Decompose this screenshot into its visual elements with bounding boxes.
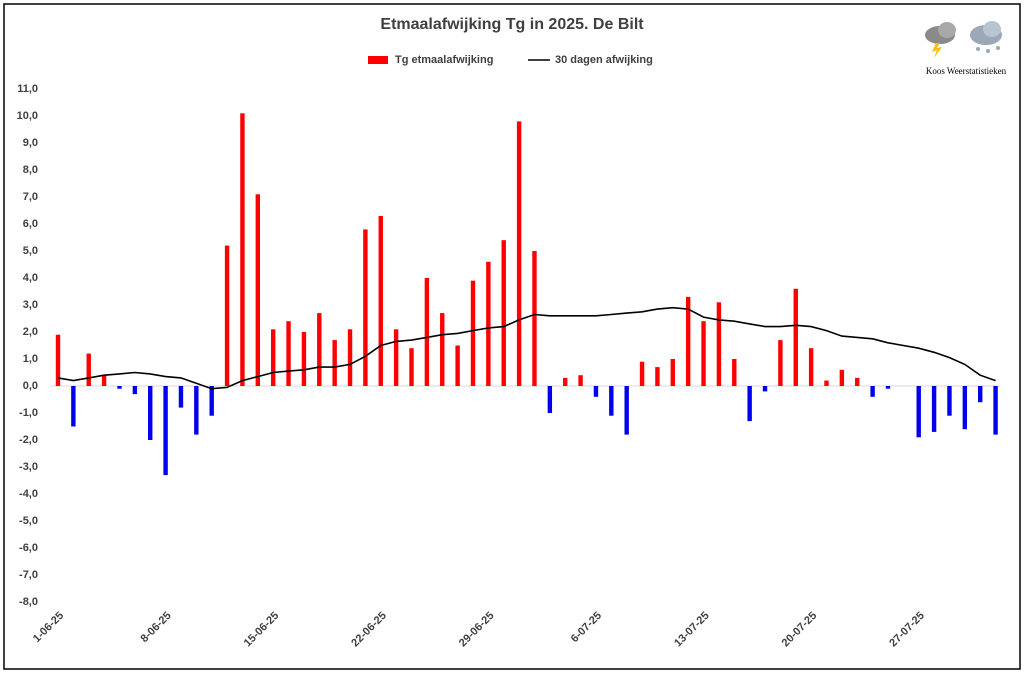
bar xyxy=(747,386,752,422)
y-tick-label: 2,0 xyxy=(23,326,38,338)
bar xyxy=(839,369,845,386)
bar xyxy=(701,321,706,386)
y-tick-label: 6,0 xyxy=(23,218,38,230)
bar xyxy=(593,386,599,397)
legend-swatch xyxy=(368,56,388,64)
bar xyxy=(516,121,522,387)
bar xyxy=(855,377,860,386)
bar xyxy=(470,280,476,386)
credit: Koos Weerstatistieken xyxy=(926,66,1007,76)
bar xyxy=(148,386,153,440)
bar xyxy=(532,251,537,386)
y-tick-label: -3,0 xyxy=(19,461,38,473)
y-tick-label: 8,0 xyxy=(23,164,38,176)
bar xyxy=(194,386,199,435)
bar xyxy=(347,329,353,386)
y-tick-label: -5,0 xyxy=(19,515,38,527)
bar xyxy=(732,359,737,386)
y-tick-label: 11,0 xyxy=(17,83,38,95)
y-tick-label: 10,0 xyxy=(17,110,38,122)
bar xyxy=(870,386,875,397)
bar xyxy=(547,386,553,413)
bar xyxy=(209,386,214,416)
y-tick-label: 1,0 xyxy=(23,353,38,365)
bar xyxy=(455,345,460,386)
bar xyxy=(670,359,675,386)
chart-border xyxy=(3,3,1021,670)
y-tick-label: -2,0 xyxy=(19,434,38,446)
bar xyxy=(685,296,691,386)
bar xyxy=(947,386,952,416)
bar xyxy=(240,113,245,387)
bar xyxy=(778,340,783,386)
bar xyxy=(409,348,414,386)
bar xyxy=(86,353,91,386)
bar xyxy=(793,288,798,386)
bar xyxy=(224,245,230,386)
bar xyxy=(762,386,768,392)
bar xyxy=(378,215,383,386)
bar xyxy=(163,386,168,476)
bar xyxy=(71,386,76,427)
y-tick-label: -4,0 xyxy=(19,488,38,500)
bar xyxy=(132,386,138,395)
bar xyxy=(916,386,921,438)
bar xyxy=(639,361,645,386)
legend-label: 30 dagen afwijking xyxy=(555,54,653,66)
bar xyxy=(563,377,568,386)
bar xyxy=(655,367,660,386)
bar xyxy=(255,194,261,386)
legend-label: Tg etmaalafwijking xyxy=(395,54,493,66)
bar xyxy=(440,313,445,386)
bar xyxy=(363,229,368,386)
y-tick-label: 9,0 xyxy=(23,137,38,149)
y-tick-label: 5,0 xyxy=(23,245,38,257)
bar xyxy=(501,240,506,386)
bar xyxy=(808,348,814,386)
y-tick-label: -7,0 xyxy=(19,569,38,581)
bar xyxy=(578,375,583,386)
bar xyxy=(885,386,891,389)
chart-title: Etmaalafwijking Tg in 2025. De Bilt xyxy=(380,16,644,33)
y-tick-label: 3,0 xyxy=(23,299,38,311)
bar xyxy=(393,329,399,386)
bar xyxy=(931,386,937,432)
bar xyxy=(270,329,276,386)
bar xyxy=(486,261,491,386)
bar xyxy=(962,386,968,430)
y-tick-label: 0,0 xyxy=(23,380,38,392)
bar xyxy=(993,386,998,435)
y-tick-label: -6,0 xyxy=(19,542,38,554)
line xyxy=(57,306,996,390)
bar xyxy=(424,278,430,386)
bar xyxy=(824,380,829,386)
bar xyxy=(624,386,629,435)
bar xyxy=(317,313,322,386)
y-tick-label: 7,0 xyxy=(23,191,38,203)
logo xyxy=(925,21,1002,58)
bar xyxy=(286,321,291,386)
y-tick-label: -1,0 xyxy=(19,407,38,419)
bar xyxy=(332,340,337,386)
bar xyxy=(978,386,983,403)
bar xyxy=(178,386,184,408)
bar xyxy=(101,375,107,386)
bar xyxy=(609,386,614,416)
y-tick-label: -8,0 xyxy=(19,596,38,608)
bar xyxy=(716,302,722,386)
y-tick-label: 4,0 xyxy=(23,272,38,284)
bar xyxy=(301,332,307,386)
bar xyxy=(55,334,61,386)
bar xyxy=(117,386,122,389)
